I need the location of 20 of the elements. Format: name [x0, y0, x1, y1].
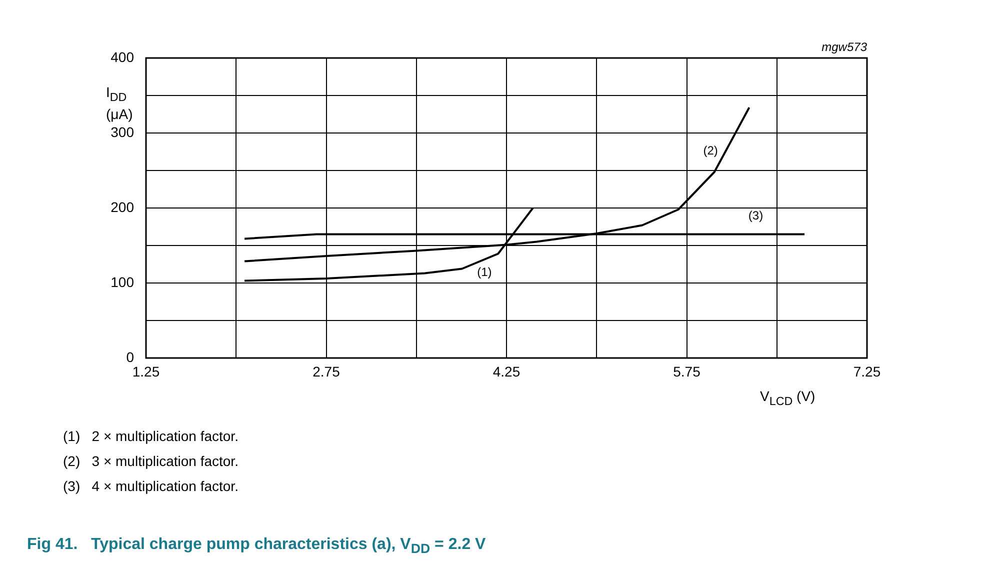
- series-label: (1): [477, 265, 492, 280]
- x-tick-label: 7.25: [853, 363, 881, 380]
- series-label: (3): [748, 208, 764, 223]
- x-tick-label: 4.25: [492, 363, 520, 380]
- x-tick-label: 5.75: [673, 363, 701, 380]
- x-axis-title: V$_{LCD}$ (V): [760, 388, 816, 408]
- text: (3) 4 × multiplication factor.: [63, 478, 238, 496]
- y-tick-label: 0: [126, 348, 134, 365]
- x-tick-label: 1.25: [132, 363, 160, 380]
- series-label: (2): [703, 144, 718, 158]
- x-tick-label: 2.75: [312, 363, 340, 380]
- y-tick-label: 100: [110, 274, 134, 290]
- text: (2) 3 × multiplication factor.: [63, 453, 238, 471]
- y-tick-label: 200: [110, 198, 134, 215]
- text: mgw573: [822, 40, 867, 54]
- y-axis-title: I$_{DD}$ (μA): [106, 84, 134, 122]
- y-tick-label: 400: [110, 48, 134, 65]
- text: Fig 41. Typical charge pump characteristics (a), V$_{DD}$ = 2.2 V: [27, 536, 486, 556]
- text: (1) 2 × multiplication factor.: [63, 428, 238, 446]
- y-tick-label: 300: [110, 124, 134, 140]
